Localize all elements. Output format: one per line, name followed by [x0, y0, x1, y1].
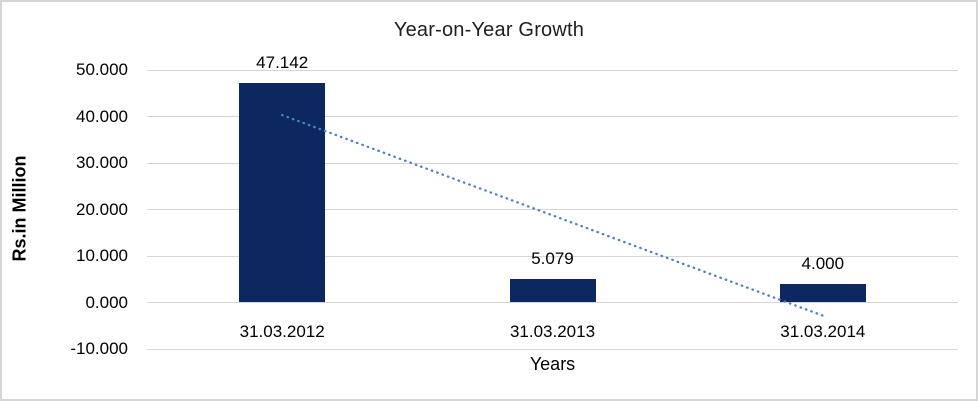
- data-label: 47.142: [256, 53, 309, 73]
- chart-title: Year-on-Year Growth: [393, 19, 585, 41]
- gridline: [147, 69, 958, 71]
- bar: [239, 83, 326, 303]
- y-tick-label: 30.000: [76, 153, 128, 172]
- data-label: 5.079: [531, 248, 574, 268]
- y-tick-label: 40.000: [76, 106, 128, 126]
- data-label: 4.000: [801, 253, 845, 273]
- category-label: 31.03.2012: [239, 322, 325, 341]
- bar: [509, 278, 596, 303]
- y-tick-label: 0.000: [85, 292, 128, 312]
- y-tick-label: -10.000: [70, 339, 128, 358]
- y-axis-title: Rs.in Million: [9, 155, 30, 262]
- bar: [779, 283, 866, 303]
- y-tick-label: 10.000: [76, 246, 128, 265]
- gridline: [147, 348, 958, 350]
- category-label: 31.03.2014: [780, 322, 866, 341]
- x-axis-title: Years: [529, 354, 576, 374]
- y-tick-label: 50.000: [76, 60, 128, 79]
- y-tick-label: 20.000: [76, 199, 128, 219]
- category-label: 31.03.2013: [509, 322, 596, 341]
